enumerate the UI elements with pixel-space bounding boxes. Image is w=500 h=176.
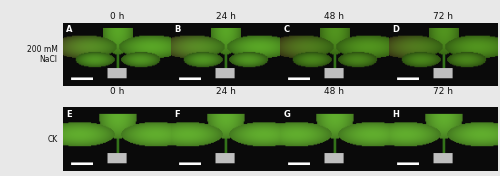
Text: 24 h: 24 h [216,12,236,21]
Text: 72 h: 72 h [433,12,453,21]
Text: C: C [284,25,290,34]
Text: F: F [174,110,180,119]
Text: E: E [66,110,71,119]
Text: 24 h: 24 h [216,87,236,96]
Text: G: G [284,110,290,119]
Text: D: D [392,25,399,34]
Text: 48 h: 48 h [324,87,344,96]
Text: 0 h: 0 h [110,12,124,21]
Text: 72 h: 72 h [433,87,453,96]
Text: 48 h: 48 h [324,12,344,21]
Text: B: B [174,25,181,34]
Text: 200 mM
NaCl: 200 mM NaCl [26,45,58,64]
Text: CK: CK [47,134,58,144]
Text: 0 h: 0 h [110,87,124,96]
Text: H: H [392,110,399,119]
Text: A: A [66,25,72,34]
